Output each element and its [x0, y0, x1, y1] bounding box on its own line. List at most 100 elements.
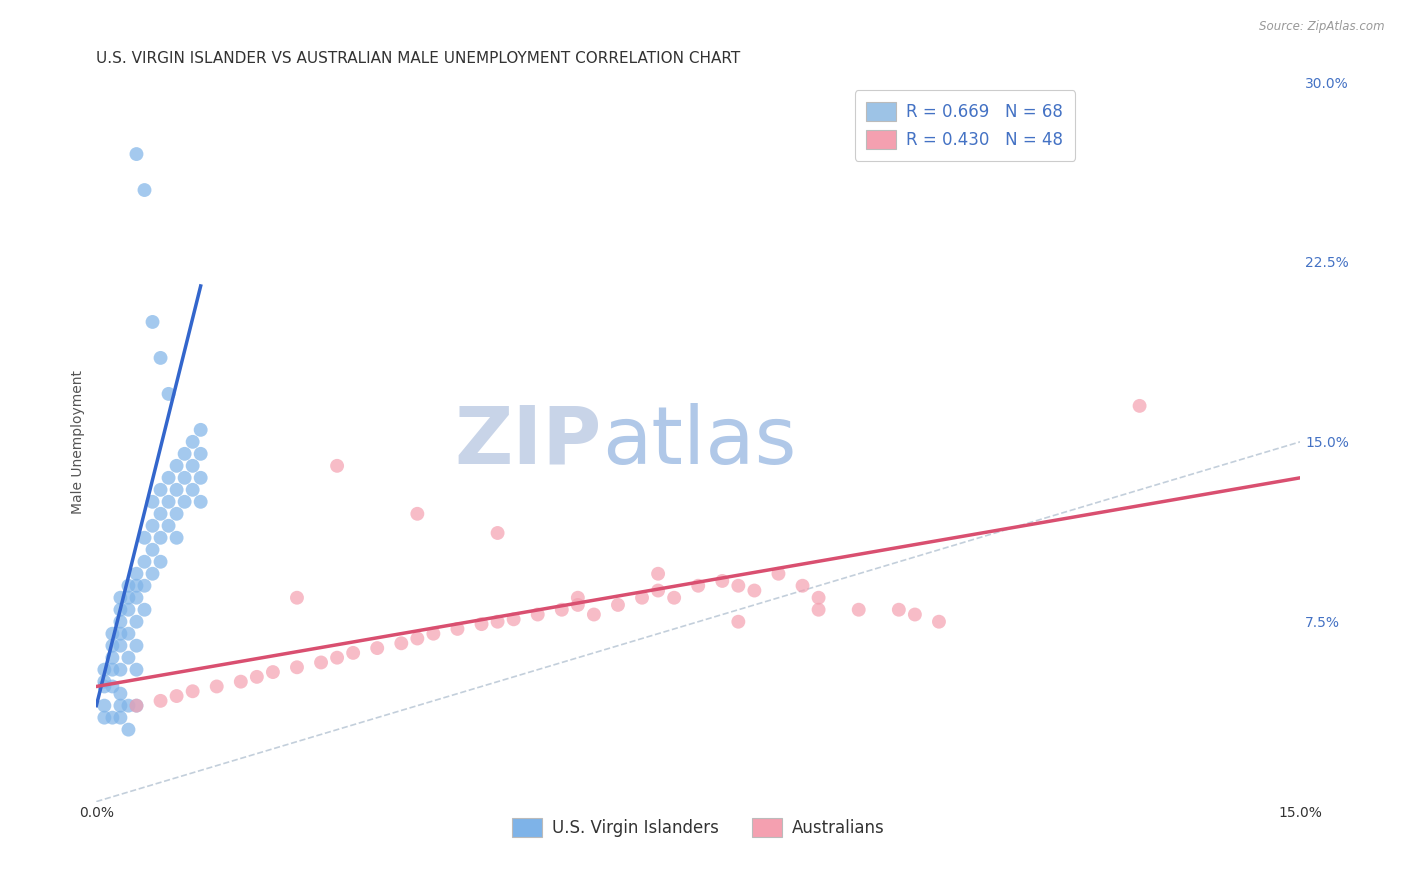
Point — [181, 434, 204, 449]
Point — [173, 471, 195, 485]
Point — [141, 566, 163, 581]
Point — [134, 579, 156, 593]
Point — [285, 660, 308, 674]
Point — [149, 507, 172, 521]
Point — [149, 351, 172, 365]
Point — [631, 591, 654, 605]
Point — [110, 603, 132, 617]
Point — [101, 680, 124, 694]
Point — [134, 531, 156, 545]
Point — [149, 694, 172, 708]
Point — [117, 650, 139, 665]
Point — [134, 183, 156, 197]
Y-axis label: Male Unemployment: Male Unemployment — [72, 370, 86, 514]
Point — [607, 598, 630, 612]
Point — [190, 447, 212, 461]
Point — [285, 591, 308, 605]
Point — [110, 711, 132, 725]
Point — [149, 483, 172, 497]
Point — [342, 646, 364, 660]
Point — [117, 698, 139, 713]
Point — [1129, 399, 1152, 413]
Point — [134, 555, 156, 569]
Point — [422, 626, 444, 640]
Point — [125, 566, 148, 581]
Point — [141, 542, 163, 557]
Point — [190, 495, 212, 509]
Point — [551, 603, 574, 617]
Point — [110, 698, 132, 713]
Point — [205, 680, 228, 694]
Point — [848, 603, 870, 617]
Text: ZIP: ZIP — [454, 403, 602, 481]
Point — [93, 680, 115, 694]
Point — [110, 639, 132, 653]
Point — [768, 566, 790, 581]
Point — [567, 591, 589, 605]
Point — [101, 650, 124, 665]
Point — [486, 615, 509, 629]
Point — [117, 603, 139, 617]
Point — [647, 566, 669, 581]
Point — [110, 615, 132, 629]
Point — [93, 663, 115, 677]
Point — [807, 591, 830, 605]
Text: Source: ZipAtlas.com: Source: ZipAtlas.com — [1260, 20, 1385, 33]
Point — [157, 518, 180, 533]
Point — [366, 641, 388, 656]
Point — [744, 583, 766, 598]
Point — [141, 495, 163, 509]
Point — [326, 650, 349, 665]
Point — [181, 684, 204, 698]
Point — [887, 603, 910, 617]
Point — [567, 598, 589, 612]
Point — [647, 583, 669, 598]
Point — [125, 591, 148, 605]
Point — [688, 579, 710, 593]
Point — [141, 518, 163, 533]
Point — [93, 698, 115, 713]
Point — [173, 447, 195, 461]
Point — [125, 615, 148, 629]
Point — [807, 603, 830, 617]
Point — [110, 626, 132, 640]
Point — [190, 423, 212, 437]
Point — [134, 603, 156, 617]
Point — [101, 663, 124, 677]
Point — [406, 632, 429, 646]
Point — [326, 458, 349, 473]
Point — [262, 665, 284, 679]
Point — [711, 574, 734, 588]
Point — [582, 607, 605, 622]
Point — [101, 626, 124, 640]
Point — [662, 591, 685, 605]
Point — [246, 670, 269, 684]
Point — [904, 607, 927, 622]
Point — [166, 483, 188, 497]
Point — [446, 622, 468, 636]
Point — [928, 615, 950, 629]
Point — [149, 531, 172, 545]
Point — [389, 636, 412, 650]
Point — [110, 591, 132, 605]
Point — [486, 526, 509, 541]
Point — [117, 723, 139, 737]
Text: atlas: atlas — [602, 403, 796, 481]
Point — [190, 471, 212, 485]
Point — [117, 626, 139, 640]
Point — [470, 617, 492, 632]
Point — [502, 612, 524, 626]
Point — [181, 483, 204, 497]
Point — [792, 579, 814, 593]
Point — [181, 458, 204, 473]
Point — [125, 698, 148, 713]
Point — [157, 495, 180, 509]
Text: U.S. VIRGIN ISLANDER VS AUSTRALIAN MALE UNEMPLOYMENT CORRELATION CHART: U.S. VIRGIN ISLANDER VS AUSTRALIAN MALE … — [97, 51, 741, 66]
Point — [141, 315, 163, 329]
Point — [125, 698, 148, 713]
Point — [727, 615, 749, 629]
Point — [157, 471, 180, 485]
Point — [93, 674, 115, 689]
Point — [166, 507, 188, 521]
Point — [110, 663, 132, 677]
